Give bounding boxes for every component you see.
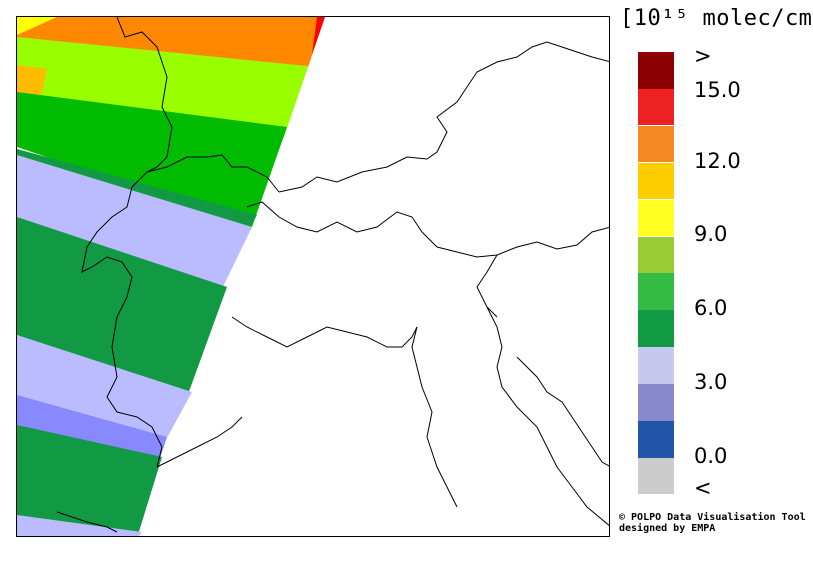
coast-croatia: [516, 356, 609, 467]
swath-band-dark-green-3: [17, 425, 162, 536]
legend-tick-label: 9.0: [694, 222, 728, 246]
legend-swatch: [638, 125, 674, 163]
coast-france-south: [156, 416, 243, 468]
legend-swatch: [638, 347, 674, 384]
swath-band-lavender-3: [17, 515, 142, 536]
legend-tick-label: 6.0: [694, 296, 728, 320]
coast-ligurian: [231, 316, 418, 348]
legend-tick-label: 0.0: [694, 444, 728, 468]
legend-swatch: [638, 88, 674, 126]
legend-tick-label: 15.0: [694, 78, 741, 102]
credit-text: © POLPO Data Visualisation Tool designed…: [619, 512, 806, 534]
border-switzerland-south: [81, 171, 163, 468]
legend-swatch: [638, 236, 674, 273]
border-france-germany: [116, 17, 173, 173]
color-scale-legend: [10¹⁵ molec/cm²] >15.0 12.0 9.0 6.0 3.0 0.0 <: [612, 0, 813, 566]
map-view[interactable]: [16, 16, 610, 537]
legend-swatch: [638, 421, 674, 458]
map-canvas: [17, 17, 609, 536]
legend-swatch: [638, 199, 674, 237]
coast-adriatic: [486, 306, 609, 526]
legend-swatch: [638, 457, 674, 495]
credit-line-2: designed by EMPA: [619, 523, 716, 534]
credit-line-1: © POLPO Data Visualisation Tool: [619, 512, 806, 523]
border-switzerland-north: [146, 154, 280, 193]
swath-band-lavender-1: [17, 155, 252, 289]
border-germany-austria: [278, 41, 609, 193]
legend-tick-label: 3.0: [694, 370, 728, 394]
legend-swatch: [638, 162, 674, 200]
swath-band-lavender-2: [17, 335, 192, 447]
border-italy-switzerland: [246, 201, 609, 258]
coast-tyrrhenian: [411, 326, 458, 508]
units-label: [10¹⁵ molec/cm²]: [620, 6, 813, 31]
legend-swatch: [638, 384, 674, 421]
satellite-swath: [17, 17, 325, 536]
swath-band-green: [17, 92, 287, 227]
border-italy-slovenia: [476, 254, 498, 318]
legend-tick-label: 12.0: [694, 149, 741, 173]
legend-swatch: [638, 52, 674, 89]
legend-tick-label: >: [694, 44, 712, 68]
swath-band-blue: [17, 395, 167, 467]
country-borders: [56, 17, 609, 533]
legend-tick-label: <: [694, 476, 712, 500]
coast-spain-corner: [56, 511, 118, 533]
legend-swatch: [638, 273, 674, 310]
legend-swatch: [638, 310, 674, 347]
